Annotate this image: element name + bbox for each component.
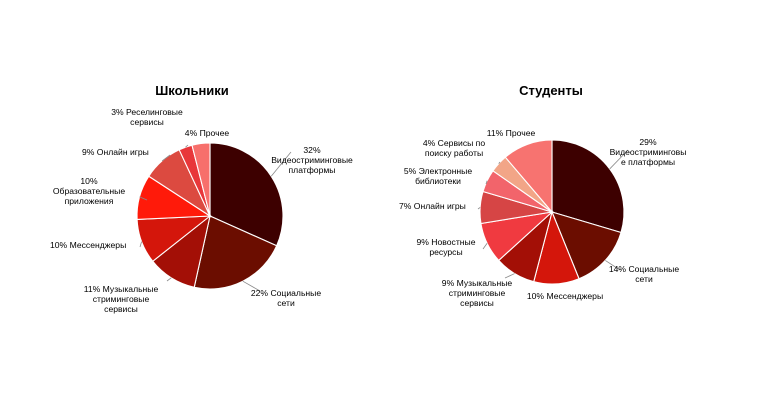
- slice-label: 22% Социальные сети: [251, 288, 321, 308]
- leader-line: [504, 273, 515, 279]
- slice-label: 32% Видеостриминговые платформы: [271, 145, 353, 175]
- pie-labels: 29% Видеостриминговы е платформы 14% Социал…: [399, 128, 686, 308]
- pie-slices: [479, 139, 625, 285]
- slice-label: 9% Онлайн игры: [82, 147, 149, 157]
- pie-slice: [504, 139, 553, 214]
- pie-slice: [551, 139, 625, 234]
- slice-label: 10% Образовательные приложения: [53, 176, 125, 206]
- slice-label: 9% Новостные ресурсы: [417, 237, 476, 257]
- leader-line: [485, 180, 488, 185]
- slice-label: 4% Прочее: [185, 128, 230, 138]
- slice-label: 4% Сервисы по поиску работы: [423, 138, 485, 158]
- leader-line: [161, 154, 171, 162]
- leader-line: [498, 161, 501, 164]
- pie-labels: 32% Видеостриминговые платформы 22% Социаль…: [50, 107, 353, 314]
- pie-slice: [209, 142, 284, 247]
- pie-slice: [191, 142, 211, 217]
- leader-line: [605, 260, 621, 271]
- slice-label: 10% Мессенджеры: [50, 240, 126, 250]
- slice-label: 3% Реселинговые сервисы: [111, 107, 183, 127]
- leader-line: [477, 207, 481, 210]
- leader-line: [482, 243, 488, 250]
- pie-slices: [136, 142, 284, 290]
- leader-line: [139, 196, 148, 201]
- leader-line: [270, 151, 292, 177]
- leader-line: [166, 277, 172, 282]
- leader-line: [242, 280, 261, 292]
- chart-title: Студенты: [519, 83, 583, 98]
- pie-slice: [193, 215, 278, 290]
- slice-label: 9% Музыкальные стриминговые сервисы: [442, 278, 513, 308]
- leader-line: [185, 144, 189, 148]
- pie-chart-studenty: Студенты 29% Видеостриминговы е платформы 1…: [399, 83, 686, 308]
- leader-line: [609, 149, 629, 170]
- slice-label: 10% Мессенджеры: [527, 291, 603, 301]
- pie-chart-shkolniki: Школьники 32% Видеостриминговые платформы 2…: [50, 83, 353, 314]
- leader-line: [139, 241, 143, 248]
- slice-label: 29% Видеостриминговы е платформы: [610, 137, 687, 167]
- slice-label: 11% Прочее: [487, 128, 536, 138]
- slice-label: 11% Музыкальные стриминговые сервисы: [84, 284, 159, 314]
- slice-label: 14% Социальные сети: [609, 264, 679, 284]
- slice-label: 7% Онлайн игры: [399, 201, 466, 211]
- slice-label: 5% Электронные библиотеки: [404, 166, 473, 186]
- pie-slice: [551, 211, 622, 280]
- chart-title: Школьники: [155, 83, 229, 98]
